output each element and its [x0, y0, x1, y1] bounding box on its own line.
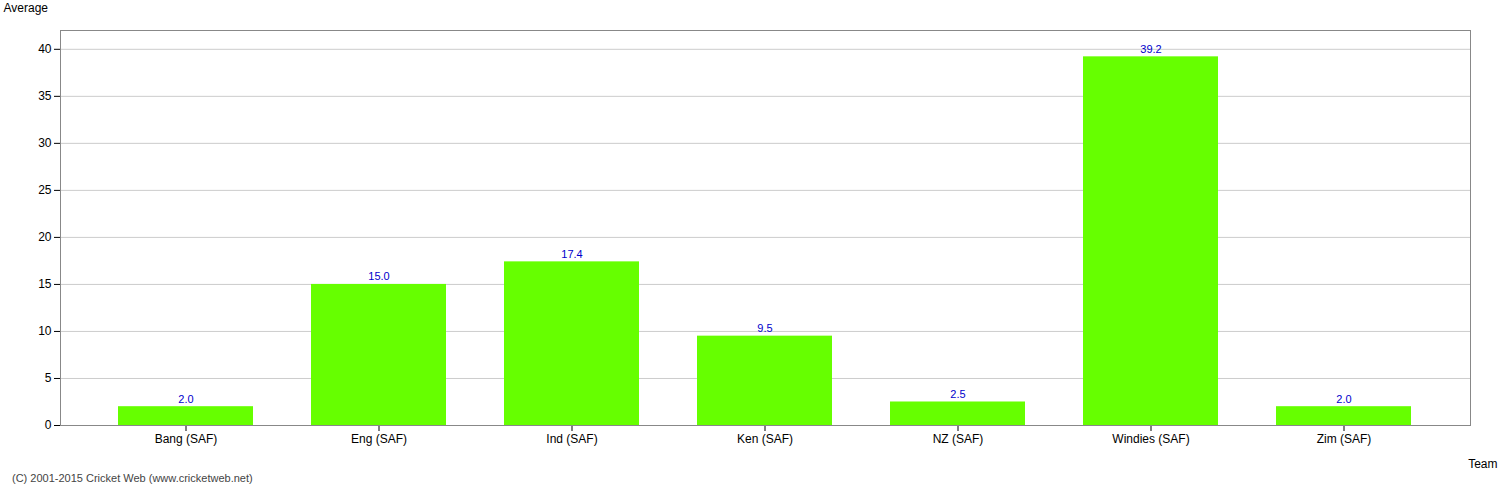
svg-text:10: 10: [38, 324, 52, 338]
svg-text:Ken (SAF): Ken (SAF): [737, 432, 793, 446]
html-text:(C) 2001-2015 Cricket Web (www: (C) 2001-2015 Cricket Web (www.cricketwe…: [12, 472, 253, 484]
svg-text:9.5: 9.5: [757, 322, 772, 334]
svg-text:15: 15: [38, 277, 52, 291]
svg-text:40: 40: [38, 42, 52, 56]
svg-text:Eng (SAF): Eng (SAF): [351, 432, 407, 446]
svg-text:Average: Average: [4, 1, 49, 15]
svg-text:Ind (SAF): Ind (SAF): [546, 432, 597, 446]
svg-text:30: 30: [38, 136, 52, 150]
svg-text:17.4: 17.4: [561, 248, 582, 260]
svg-text:2.5: 2.5: [950, 388, 965, 400]
svg-text:15.0: 15.0: [368, 270, 389, 282]
svg-text:Team: Team: [1468, 457, 1497, 471]
svg-text:Bang (SAF): Bang (SAF): [155, 432, 218, 446]
svg-text:20: 20: [38, 230, 52, 244]
svg-text:2.0: 2.0: [1336, 393, 1351, 405]
svg-text:2.0: 2.0: [178, 393, 193, 405]
svg-text:Windies (SAF): Windies (SAF): [1112, 432, 1189, 446]
svg-text:39.2: 39.2: [1140, 43, 1161, 55]
svg-text:25: 25: [38, 183, 52, 197]
svg-text:35: 35: [38, 89, 52, 103]
svg-text:0: 0: [45, 418, 52, 432]
svg-text:NZ (SAF): NZ (SAF): [933, 432, 984, 446]
svg-text:Zim (SAF): Zim (SAF): [1317, 432, 1372, 446]
svg-text:5: 5: [45, 371, 52, 385]
